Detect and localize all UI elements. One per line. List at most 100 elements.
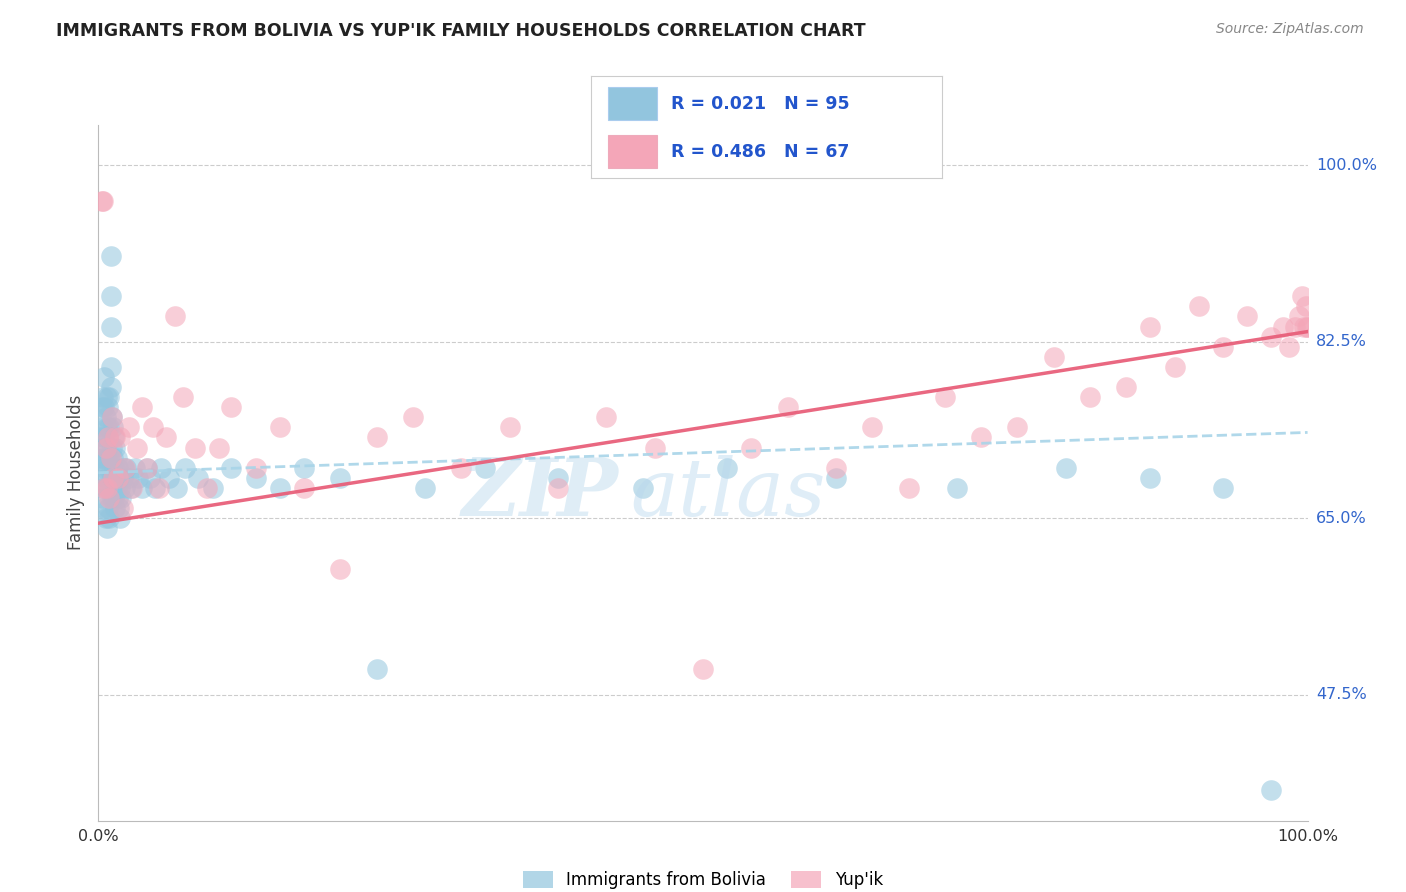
Point xyxy=(150,460,173,475)
Point xyxy=(96,390,118,404)
Point xyxy=(187,471,209,485)
Point xyxy=(450,460,472,475)
Text: atlas: atlas xyxy=(630,455,825,533)
Point xyxy=(108,501,131,516)
Point xyxy=(1115,380,1137,394)
Point xyxy=(108,471,131,485)
Point xyxy=(825,471,848,485)
Point xyxy=(105,481,128,495)
Point xyxy=(93,460,115,475)
Point xyxy=(104,501,127,516)
Point xyxy=(195,481,218,495)
Point xyxy=(155,430,177,444)
Point xyxy=(94,441,117,455)
Point xyxy=(547,471,569,485)
Point xyxy=(93,401,115,415)
Text: Source: ZipAtlas.com: Source: ZipAtlas.com xyxy=(1216,22,1364,37)
Point xyxy=(111,501,134,516)
Point xyxy=(127,471,149,485)
Point xyxy=(595,410,617,425)
Point xyxy=(98,450,121,465)
Point xyxy=(692,662,714,676)
Text: 82.5%: 82.5% xyxy=(1316,334,1367,349)
Point xyxy=(946,481,969,495)
Point xyxy=(94,471,117,485)
Point xyxy=(114,460,136,475)
Point xyxy=(1260,783,1282,797)
Point xyxy=(329,561,352,575)
Point xyxy=(366,430,388,444)
Point xyxy=(101,420,124,434)
Point xyxy=(1139,319,1161,334)
Point xyxy=(143,481,166,495)
Point xyxy=(124,460,146,475)
Point xyxy=(97,460,120,475)
Point xyxy=(221,401,243,415)
Point xyxy=(91,194,114,208)
Point xyxy=(91,401,114,415)
Point xyxy=(114,481,136,495)
Point xyxy=(135,460,157,475)
Point xyxy=(139,471,162,485)
Point xyxy=(120,481,142,495)
Point xyxy=(934,390,956,404)
Point xyxy=(740,441,762,455)
Point xyxy=(498,420,520,434)
Point xyxy=(91,420,114,434)
Point xyxy=(644,441,666,455)
Point xyxy=(100,410,122,425)
Point xyxy=(100,491,122,505)
Point xyxy=(112,460,135,475)
Point xyxy=(103,460,125,475)
Point xyxy=(131,481,153,495)
Point xyxy=(292,481,315,495)
Point xyxy=(98,481,121,495)
Text: 65.0%: 65.0% xyxy=(1316,510,1367,525)
Point xyxy=(97,430,120,444)
Point xyxy=(91,441,114,455)
Bar xyxy=(609,87,658,120)
Point xyxy=(100,289,122,303)
Point xyxy=(1284,319,1306,334)
Point xyxy=(366,662,388,676)
Point xyxy=(1278,340,1301,354)
Point xyxy=(202,481,225,495)
Point xyxy=(1292,319,1315,334)
Point xyxy=(97,401,120,415)
Point xyxy=(1078,390,1101,404)
Text: 100.0%: 100.0% xyxy=(1316,158,1376,173)
Point xyxy=(110,491,132,505)
Point xyxy=(100,471,122,485)
Y-axis label: Family Households: Family Households xyxy=(67,395,86,550)
Point xyxy=(1260,329,1282,343)
Point xyxy=(98,511,121,525)
Point xyxy=(100,380,122,394)
Point xyxy=(103,491,125,505)
Point xyxy=(172,390,194,404)
Point xyxy=(245,460,267,475)
Point xyxy=(108,481,131,495)
Point xyxy=(111,471,134,485)
Point xyxy=(96,450,118,465)
Bar xyxy=(609,136,658,168)
Point xyxy=(104,430,127,444)
Point xyxy=(100,359,122,374)
Point xyxy=(100,249,122,263)
Point xyxy=(474,460,496,475)
Text: 47.5%: 47.5% xyxy=(1316,687,1367,702)
Point xyxy=(97,501,120,516)
Text: IMMIGRANTS FROM BOLIVIA VS YUP'IK FAMILY HOUSEHOLDS CORRELATION CHART: IMMIGRANTS FROM BOLIVIA VS YUP'IK FAMILY… xyxy=(56,22,866,40)
Point xyxy=(1272,319,1295,334)
Point xyxy=(96,521,118,535)
Point xyxy=(98,390,121,404)
Point xyxy=(860,420,883,434)
Point xyxy=(90,450,112,465)
Point xyxy=(184,441,207,455)
Point xyxy=(96,481,118,495)
Point xyxy=(1188,299,1211,313)
Point xyxy=(104,441,127,455)
Point xyxy=(94,410,117,425)
Point xyxy=(1296,319,1319,334)
Point xyxy=(104,471,127,485)
Point xyxy=(547,481,569,495)
